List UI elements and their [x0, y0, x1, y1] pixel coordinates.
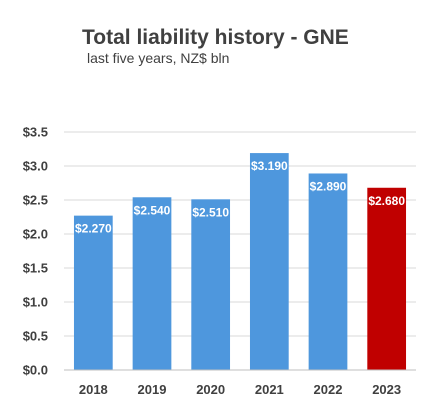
x-tick-label-2019: 2019 — [138, 382, 167, 397]
bar-2018 — [73, 215, 113, 370]
x-tick-label-2018: 2018 — [79, 382, 108, 397]
x-tick-label-2021: 2021 — [255, 382, 284, 397]
y-tick-label: $3.5 — [23, 125, 48, 140]
chart-title: Total liability history - GNE — [82, 26, 349, 49]
x-tick-label-2023: 2023 — [372, 382, 401, 397]
data-label-2020: $2.510 — [192, 205, 229, 219]
y-tick-label: $2.5 — [23, 193, 48, 208]
data-label-2018: $2.270 — [75, 222, 112, 236]
y-tick-label: $1.0 — [23, 295, 48, 310]
gridlines — [64, 131, 416, 337]
y-tick-label: $0.5 — [23, 329, 48, 344]
y-axis-tick-labels: $0.0 $0.5 $1.0 $1.5 $2.0 $2.5 $3.0 $3.5 — [23, 125, 48, 378]
data-label-2023: $2.680 — [368, 194, 405, 208]
x-tick-label-2020: 2020 — [196, 382, 225, 397]
bar-2023 — [367, 187, 407, 370]
data-label-2021: $3.190 — [251, 159, 288, 173]
bar-2019 — [132, 197, 172, 370]
y-tick-label: $1.5 — [23, 261, 48, 276]
y-tick-label: $2.0 — [23, 227, 48, 242]
y-tick-label: $3.0 — [23, 159, 48, 174]
chart-subtitle: last five years, NZ$ bln — [87, 50, 229, 66]
data-label-2022: $2.890 — [310, 179, 347, 193]
bar-2021 — [249, 153, 289, 370]
bars — [73, 153, 407, 370]
bar-2022 — [308, 173, 348, 370]
x-axis-tick-labels: 2018 2019 2020 2021 2022 2023 — [79, 382, 401, 397]
bar-2020 — [191, 199, 231, 370]
data-label-2019: $2.540 — [134, 203, 171, 217]
x-tick-label-2022: 2022 — [314, 382, 343, 397]
data-labels: $2.270 $2.540 $2.510 $3.190 $2.890 $2.680 — [75, 159, 405, 236]
y-tick-label: $0.0 — [23, 363, 48, 378]
